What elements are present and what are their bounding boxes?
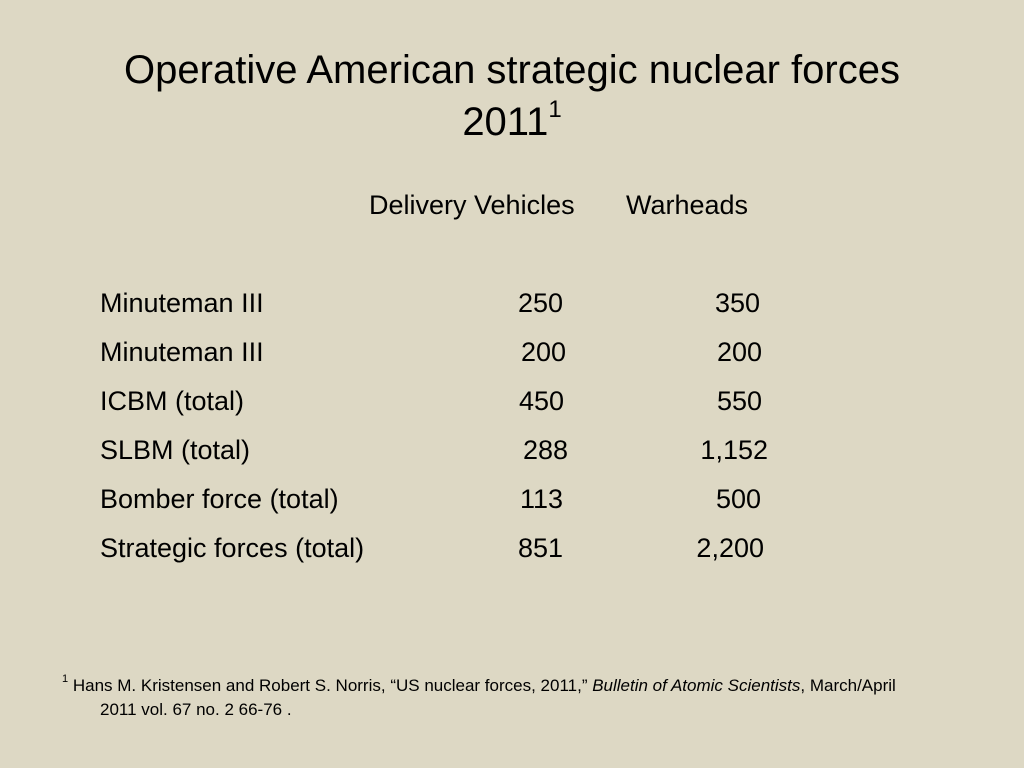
header-warheads: Warheads [626, 190, 749, 220]
title-line-1: Operative American strategic nuclear for… [124, 48, 900, 92]
title-footnote-marker: 1 [548, 95, 562, 123]
footnote-marker: 1 [62, 673, 69, 686]
footnote-line-2: 2011 vol. 67 no. 2 66-76 . [100, 700, 292, 719]
cell-warheads: 500 [715, 484, 761, 514]
title-line-2: 20111 [60, 96, 964, 148]
cell-delivery: 851 [517, 533, 563, 563]
cell-delivery: 250 [517, 288, 563, 318]
row-label: ICBM (total) [100, 386, 245, 416]
footnote-text-before: Hans M. Kristensen and Robert S. Norris,… [72, 676, 593, 695]
row-label: Strategic forces (total) [100, 533, 365, 563]
cell-delivery: 200 [520, 337, 566, 367]
footnote-text-after: , March/April [800, 676, 896, 695]
row-label: Bomber force (total) [100, 484, 339, 514]
cell-warheads: 2,200 [696, 533, 764, 563]
cell-warheads: 200 [716, 337, 762, 367]
header-delivery-vehicles: Delivery Vehicles [369, 190, 575, 220]
slide-title: Operative American strategic nuclear for… [60, 44, 964, 148]
row-label: SLBM (total) [100, 435, 251, 465]
footnote-journal: Bulletin of Atomic Scientists [592, 676, 801, 695]
cell-warheads: 1,152 [700, 435, 768, 465]
cell-delivery: 113 [519, 484, 563, 514]
title-year: 2011 [462, 100, 549, 144]
cell-delivery: 288 [522, 435, 568, 465]
footnote: 1 Hans M. Kristensen and Robert S. Norri… [62, 674, 962, 722]
cell-delivery: 450 [518, 386, 564, 416]
row-label: Minuteman III [100, 337, 264, 367]
cell-warheads: 550 [716, 386, 762, 416]
cell-warheads: 350 [714, 288, 760, 318]
row-label: Minuteman III [100, 288, 264, 318]
